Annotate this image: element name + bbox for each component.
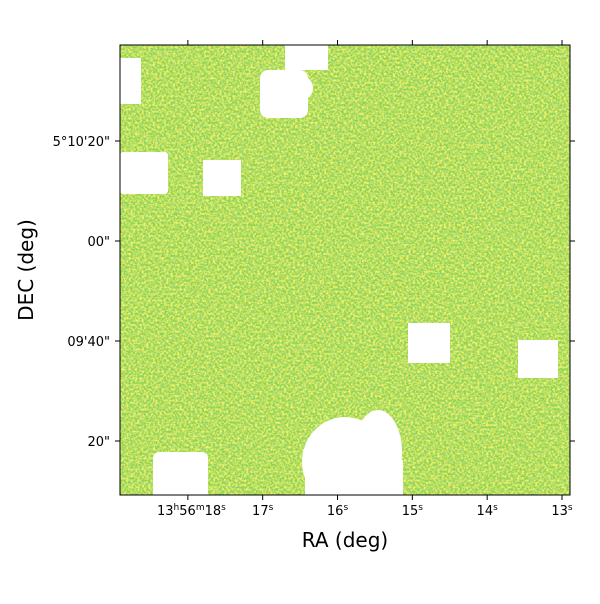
y-tick-label: 20" [87, 435, 110, 450]
x-tick-label: 16s [327, 503, 349, 519]
x-tick-label: 15s [402, 503, 424, 519]
y-axis-label: DEC (deg) [14, 219, 38, 321]
y-tick-label: 5°10'20" [53, 135, 110, 150]
x-tick-label: 13h56m18s [157, 503, 226, 519]
x-axis-label: RA (deg) [302, 528, 388, 552]
x-tick-label: 17s [252, 503, 274, 519]
y-tick-label: 09'40" [67, 335, 110, 350]
x-tick-label: 13s [551, 503, 573, 519]
sky-image [119, 44, 571, 507]
y-tick-label: 00" [87, 235, 110, 250]
x-tick-label: 14s [477, 503, 499, 519]
